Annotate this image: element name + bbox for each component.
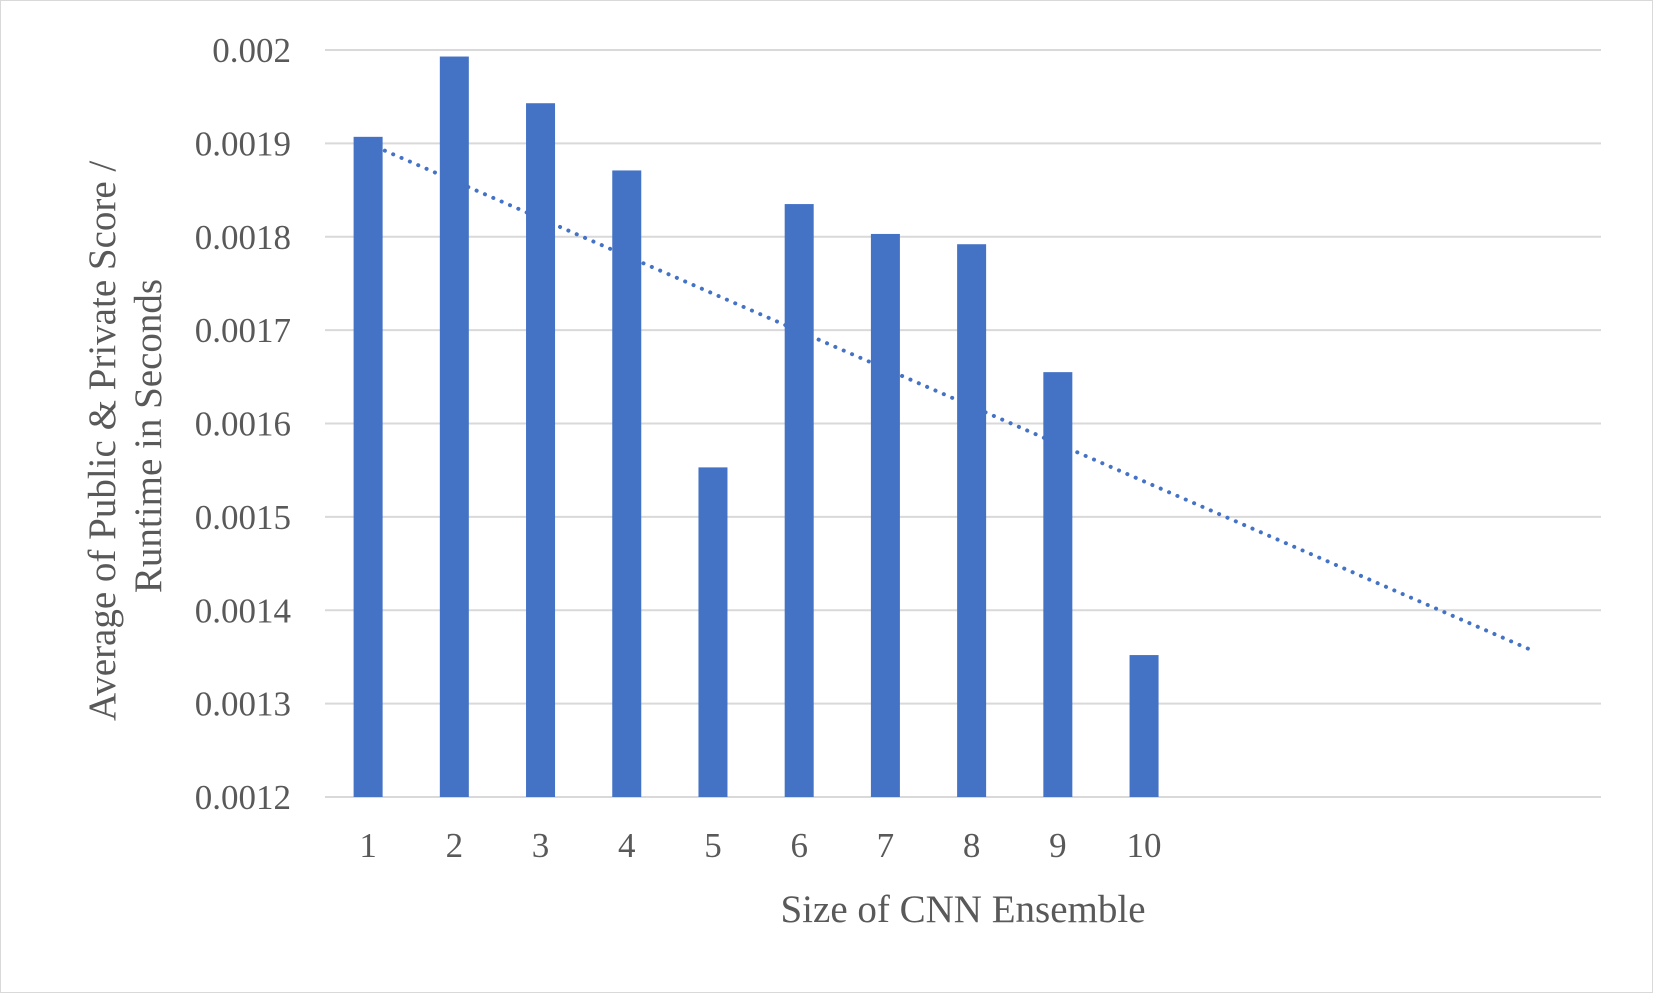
y-tick-label: 0.0018 [195,218,291,257]
y-tick-label: 0.0012 [195,778,291,817]
bar-1 [353,136,383,797]
y-tick-label: 0.0017 [195,311,291,350]
x-tick-label: 4 [618,826,636,865]
y-axis-title-line-1: Average of Public & Private Score / [81,161,124,721]
bar-4 [612,170,642,798]
x-tick-label: 6 [790,826,808,865]
y-tick-label: 0.0013 [195,685,291,724]
bar-2 [439,56,469,797]
bar-3 [526,103,556,797]
x-tick-label: 8 [963,826,981,865]
y-tick-label: 0.0016 [195,405,291,444]
y-tick-label: 0.002 [212,31,291,70]
bar-6 [784,204,814,798]
x-tick-label: 10 [1127,826,1162,865]
x-tick-label: 7 [877,826,895,865]
x-axis-title: Size of CNN Ensemble [780,888,1145,931]
y-tick-label: 0.0014 [195,591,291,630]
bar-5 [698,467,728,797]
bars [353,56,1159,798]
bar-8 [957,244,987,798]
y-axis-title-line-2: Runtime in Seconds [127,279,170,593]
bar-10 [1129,655,1159,797]
x-tick-labels: 1 2 3 4 5 6 7 8 9 10 [359,826,1161,865]
y-axis-title: Average of Public & Private Score / Runt… [81,151,170,721]
x-tick-label: 2 [446,826,464,865]
x-tick-label: 3 [532,826,550,865]
x-tick-label: 5 [704,826,722,865]
y-tick-labels: 0.0012 0.0013 0.0014 0.0015 0.0016 0.0017 0.00… [195,31,291,817]
x-tick-label: 9 [1049,826,1067,865]
bar-7 [870,233,900,798]
y-tick-label: 0.0015 [195,498,291,537]
bar-9 [1043,372,1073,797]
x-tick-label: 1 [359,826,377,865]
y-tick-label: 0.0019 [195,124,291,163]
